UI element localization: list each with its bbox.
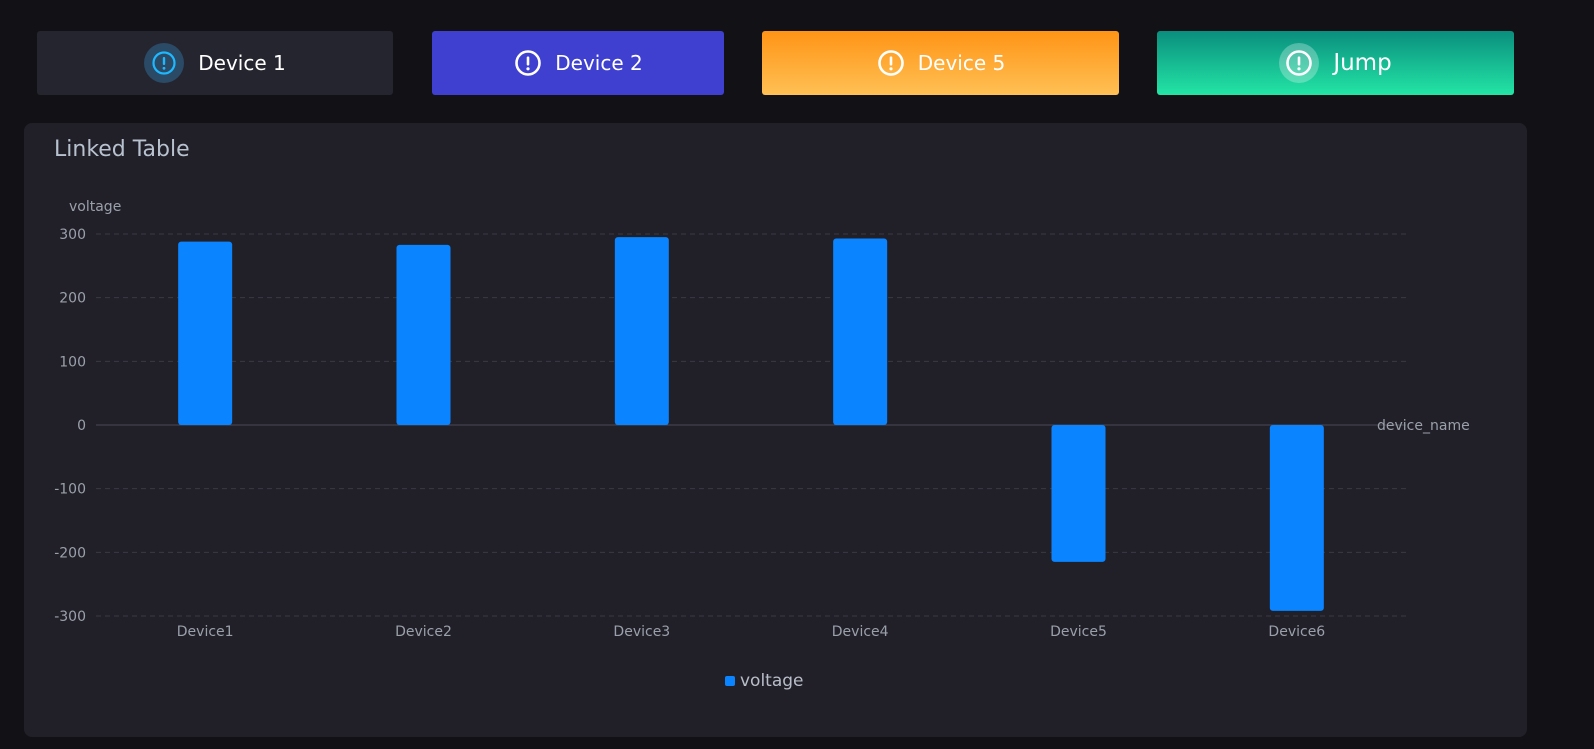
exclamation-circle-icon	[513, 48, 543, 78]
chart-gridlines	[96, 233, 1406, 617]
bar-device3[interactable]	[614, 237, 669, 425]
page-background-strip	[1527, 0, 1594, 749]
y-tick-label: 300	[59, 227, 86, 243]
device-button-bar: Device 1 Device 2 Device 5	[0, 0, 1594, 120]
chart-legend[interactable]: voltage	[725, 671, 804, 691]
linked-table-panel: Linked Table 300 200 100 0 -100 -200 -300 Devi…	[24, 123, 1527, 737]
y-tick-label: 200	[59, 291, 86, 307]
device-2-button[interactable]: Device 2	[432, 31, 724, 95]
y-tick-label: 0	[77, 418, 86, 434]
device-5-button[interactable]: Device 5	[762, 31, 1119, 95]
exclamation-circle-icon	[1279, 43, 1320, 83]
jump-label: Jump	[1333, 50, 1392, 76]
bar-device4[interactable]	[833, 238, 888, 425]
y-axis-ticks: 300 200 100 0 -100 -200 -300	[54, 227, 86, 625]
chart-bars	[178, 237, 1324, 611]
y-tick-label: -100	[54, 482, 86, 498]
x-tick-label: Device3	[613, 624, 670, 640]
y-axis-label: voltage	[69, 199, 121, 215]
exclamation-circle-icon	[876, 48, 906, 78]
x-tick-label: Device5	[1050, 624, 1107, 640]
device-5-label: Device 5	[917, 51, 1006, 75]
x-axis-ticks: Device1 Device2 Device3 Device4 Device5 Devic…	[177, 624, 1326, 640]
x-tick-label: Device4	[832, 624, 889, 640]
y-tick-label: 100	[59, 354, 86, 370]
legend-label: voltage	[740, 671, 804, 691]
bar-device2[interactable]	[396, 244, 451, 425]
bar-device1[interactable]	[178, 241, 233, 425]
bar-device5[interactable]	[1051, 425, 1106, 562]
legend-swatch	[725, 676, 735, 686]
jump-button[interactable]: Jump	[1157, 31, 1514, 95]
x-tick-label: Device6	[1268, 624, 1325, 640]
exclamation-circle-icon	[144, 43, 185, 83]
device-1-label: Device 1	[198, 51, 286, 75]
panel-title: Linked Table	[54, 137, 190, 162]
device-2-label: Device 2	[555, 51, 643, 75]
device-1-button[interactable]: Device 1	[37, 31, 393, 95]
x-tick-label: Device1	[177, 624, 234, 640]
x-axis-label: device_name	[1377, 418, 1470, 434]
bar-device6[interactable]	[1269, 425, 1324, 611]
x-tick-label: Device2	[395, 624, 452, 640]
y-tick-label: -300	[54, 609, 86, 625]
y-tick-label: -200	[54, 545, 86, 561]
